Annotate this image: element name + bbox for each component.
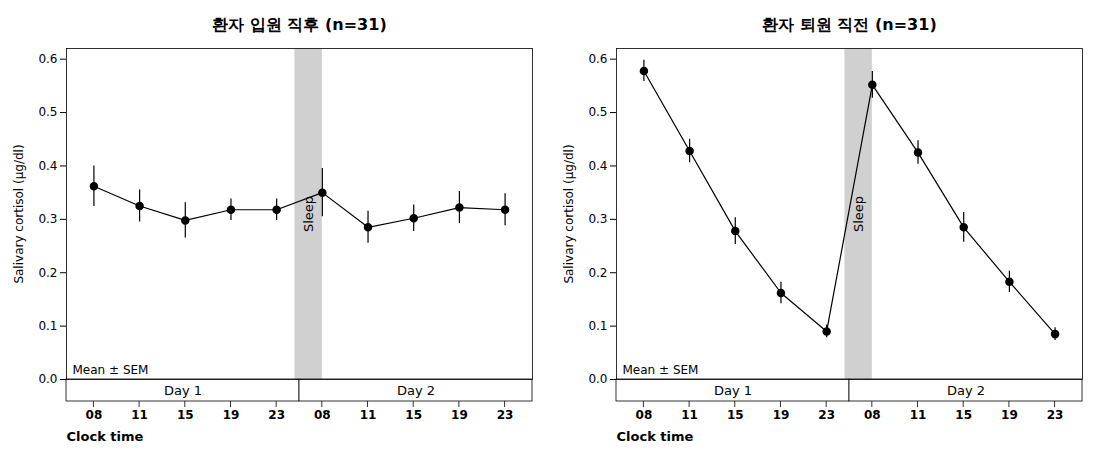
svg-text:08: 08 [636, 408, 653, 422]
svg-text:15: 15 [727, 408, 744, 422]
svg-text:Sleep: Sleep [851, 196, 866, 232]
svg-text:0.1: 0.1 [38, 319, 57, 333]
svg-text:0.5: 0.5 [38, 105, 57, 119]
svg-text:11: 11 [910, 408, 927, 422]
svg-text:0.3: 0.3 [38, 212, 57, 226]
svg-text:23: 23 [818, 408, 835, 422]
svg-text:15: 15 [955, 408, 972, 422]
svg-text:Sleep: Sleep [301, 196, 316, 232]
svg-text:Salivary cortisol (μg/dl): Salivary cortisol (μg/dl) [562, 144, 576, 283]
svg-text:19: 19 [773, 408, 790, 422]
svg-text:0.6: 0.6 [588, 52, 607, 66]
svg-text:환자 퇴원 직전 (n=31): 환자 퇴원 직전 (n=31) [762, 15, 936, 34]
svg-text:19: 19 [223, 408, 240, 422]
svg-text:Clock time: Clock time [617, 429, 694, 444]
svg-text:0.0: 0.0 [588, 372, 607, 386]
svg-text:15: 15 [177, 408, 194, 422]
svg-text:Day 2: Day 2 [397, 383, 435, 398]
svg-text:0.1: 0.1 [588, 319, 607, 333]
svg-text:Day 2: Day 2 [947, 383, 985, 398]
svg-text:Mean ± SEM: Mean ± SEM [73, 363, 149, 377]
svg-text:11: 11 [681, 408, 698, 422]
svg-text:Day 1: Day 1 [714, 383, 752, 398]
svg-text:0.4: 0.4 [588, 159, 607, 173]
svg-text:23: 23 [268, 408, 285, 422]
svg-text:Day 1: Day 1 [164, 383, 202, 398]
svg-text:0.0: 0.0 [38, 372, 57, 386]
svg-text:08: 08 [864, 408, 881, 422]
svg-text:0.3: 0.3 [588, 212, 607, 226]
svg-text:0.2: 0.2 [38, 266, 57, 280]
svg-text:08: 08 [314, 408, 331, 422]
svg-text:08: 08 [86, 408, 103, 422]
svg-text:Salivary cortisol (μg/dl): Salivary cortisol (μg/dl) [12, 144, 26, 283]
svg-text:11: 11 [131, 408, 148, 422]
svg-text:23: 23 [497, 408, 514, 422]
svg-text:19: 19 [1001, 408, 1018, 422]
svg-text:19: 19 [451, 408, 468, 422]
svg-text:환자 입원 직후 (n=31): 환자 입원 직후 (n=31) [212, 15, 386, 34]
svg-text:0.6: 0.6 [38, 52, 57, 66]
svg-text:15: 15 [405, 408, 422, 422]
svg-text:Clock time: Clock time [67, 429, 144, 444]
svg-text:0.5: 0.5 [588, 105, 607, 119]
svg-text:0.2: 0.2 [588, 266, 607, 280]
svg-text:0.4: 0.4 [38, 159, 57, 173]
svg-text:11: 11 [360, 408, 377, 422]
svg-text:Mean ± SEM: Mean ± SEM [623, 363, 699, 377]
svg-text:23: 23 [1047, 408, 1064, 422]
